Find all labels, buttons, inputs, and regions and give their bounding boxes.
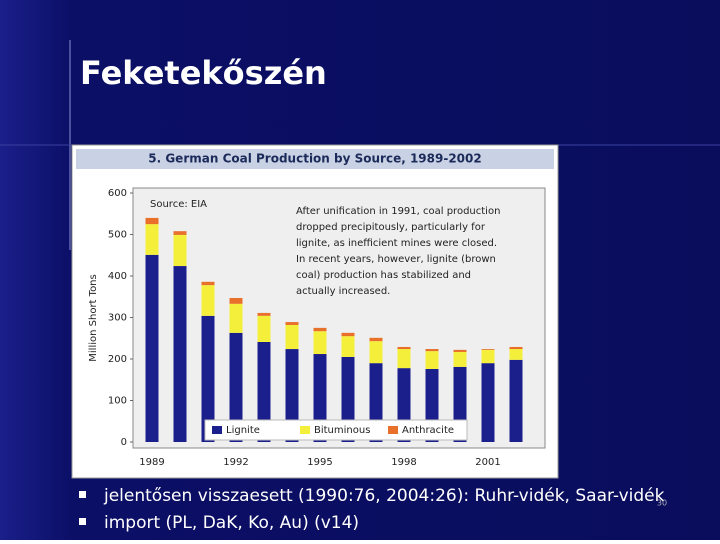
bar-segment	[285, 349, 299, 442]
bar-segment	[369, 337, 383, 342]
annotation: dropped precipitously, particularly for	[296, 222, 486, 233]
bar-segment	[397, 349, 411, 369]
legend-swatch	[212, 426, 222, 434]
bar-segment	[229, 297, 243, 304]
legend-swatch	[388, 426, 398, 434]
bar-segment	[257, 315, 271, 342]
bar-segment	[201, 285, 215, 316]
bar-segment	[285, 324, 299, 350]
bar-segment	[453, 351, 467, 367]
bar-segment	[341, 336, 355, 357]
page-number: 30	[657, 499, 667, 508]
bar-segment	[201, 281, 215, 286]
bar-segment	[229, 332, 243, 442]
y-tick-label: 400	[108, 271, 127, 282]
bar-segment	[173, 266, 187, 442]
annotation: lignite, as inefficient mines were close…	[296, 238, 497, 249]
x-tick-label: 1992	[223, 457, 248, 468]
bar-segment	[145, 217, 159, 225]
source-note: Source: EIA	[150, 199, 207, 210]
x-tick-label: 1989	[139, 457, 164, 468]
bullet-text: import (PL, DaK, Ko, Au) (v14)	[104, 513, 359, 533]
y-tick-label: 300	[108, 313, 127, 324]
legend-label: Lignite	[226, 425, 260, 436]
bar-segment	[509, 346, 523, 350]
bar-segment	[341, 332, 355, 337]
bar-segment	[425, 351, 439, 369]
bar-segment	[425, 349, 439, 352]
bar-segment	[201, 315, 215, 442]
bar-segment	[173, 231, 187, 235]
legend-box	[204, 419, 468, 441]
annotation: coal) production has stabilized and	[296, 270, 471, 281]
y-tick-label: 0	[121, 437, 127, 448]
bar-segment	[257, 341, 271, 442]
chart-title: 5. German Coal Production by Source, 198…	[148, 152, 481, 166]
bar-segment	[145, 254, 159, 442]
legend-swatch	[300, 426, 310, 434]
bar-segment	[509, 349, 523, 360]
slide-title: Feketekőszén	[80, 54, 327, 92]
y-tick-label: 100	[108, 396, 127, 407]
bar-segment	[229, 303, 243, 333]
annotation: After unification in 1991, coal producti…	[296, 206, 500, 217]
bullet-marker	[79, 518, 86, 525]
y-axis-label: Million Short Tons	[88, 274, 99, 361]
annotation: actually increased.	[296, 286, 390, 297]
legend-label: Anthracite	[402, 425, 454, 436]
bar-segment	[257, 312, 271, 316]
y-tick-label: 500	[108, 230, 127, 241]
x-tick-label: 1998	[391, 457, 416, 468]
x-tick-label: 2001	[475, 457, 500, 468]
bar-segment	[481, 363, 495, 442]
x-tick-label: 1995	[307, 457, 332, 468]
bar-segment	[145, 224, 159, 255]
y-tick-label: 200	[108, 354, 127, 365]
y-tick-label: 600	[108, 188, 127, 199]
bar-segment	[509, 359, 523, 442]
bullet-text: jelentősen visszaesett (1990:76, 2004:26…	[103, 486, 665, 506]
bar-segment	[313, 327, 327, 332]
bar-segment	[481, 349, 495, 364]
bar-segment	[481, 349, 495, 350]
bar-segment	[453, 349, 467, 352]
annotation: In recent years, however, lignite (brown	[296, 254, 496, 265]
bar-segment	[173, 234, 187, 267]
bar-segment	[313, 331, 327, 355]
bullet-marker	[79, 491, 86, 498]
bar-segment	[285, 322, 299, 325]
legend-label: Bituminous	[314, 425, 370, 436]
bar-segment	[397, 346, 411, 350]
chart-header	[76, 149, 554, 169]
bar-segment	[369, 341, 383, 364]
